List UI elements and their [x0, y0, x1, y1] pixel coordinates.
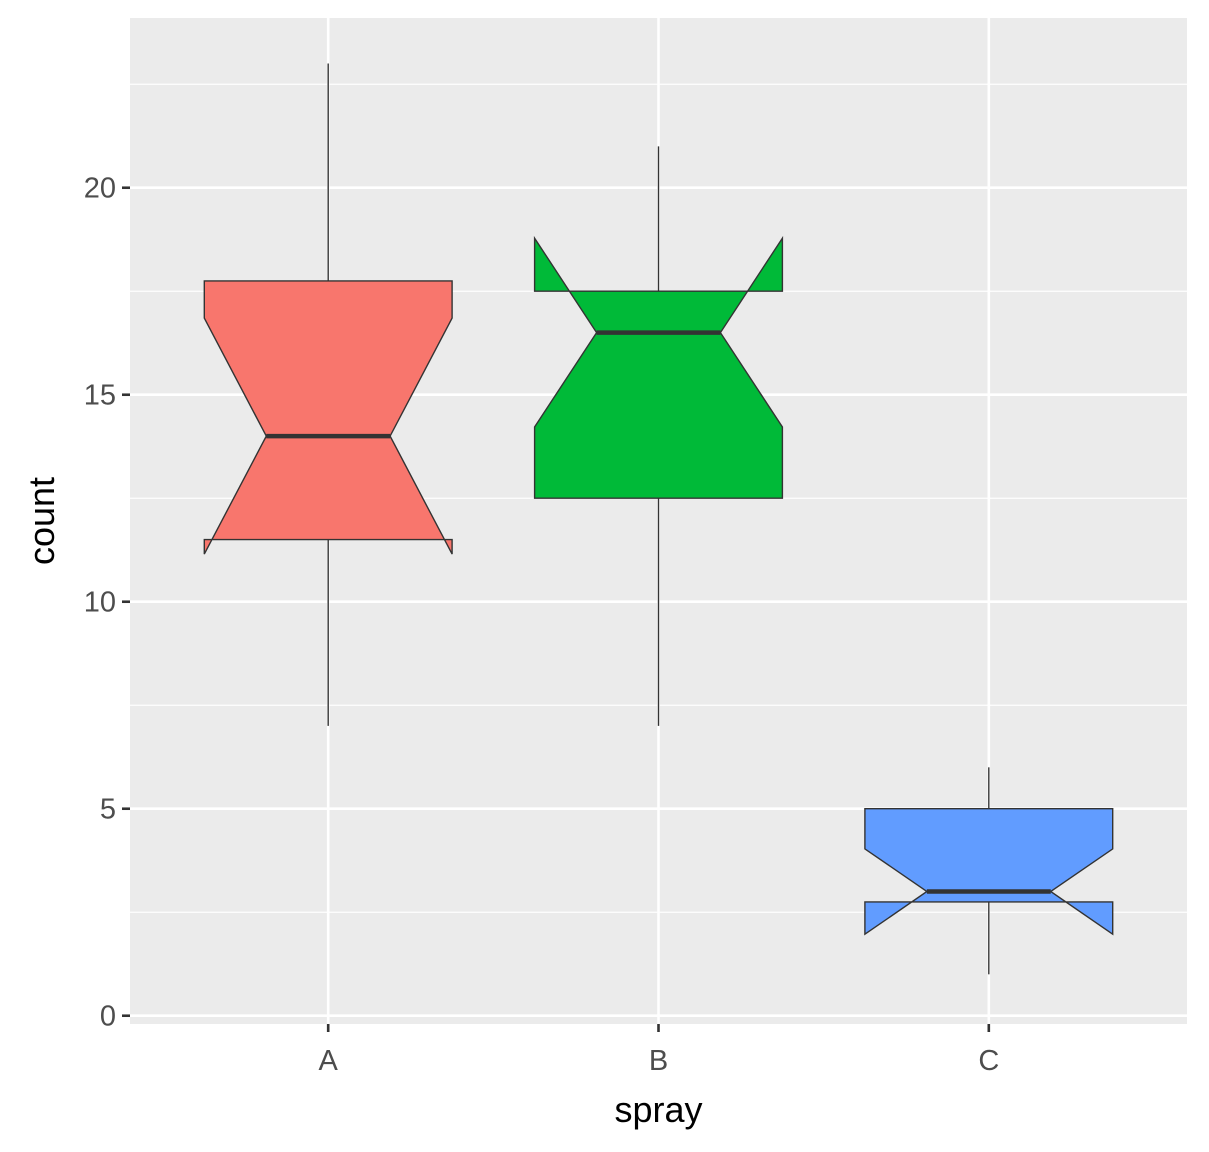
box-A: [203, 280, 453, 555]
box-B: [533, 235, 784, 499]
x-tick-label: A: [319, 1045, 339, 1077]
y-axis-title: count: [21, 477, 62, 565]
y-tick-label: 0: [100, 1001, 116, 1033]
x-tick-label: C: [978, 1045, 999, 1077]
axes: 0 5 10 15 20 A B C: [84, 173, 1000, 1077]
x-tick-label: B: [649, 1045, 668, 1077]
x-axis-title: spray: [614, 1089, 702, 1130]
y-tick-label: 20: [84, 173, 116, 205]
boxplots: [203, 63, 1114, 975]
box-C: [864, 808, 1114, 936]
y-tick-label: 5: [100, 794, 116, 826]
y-tick-label: 15: [84, 380, 116, 412]
y-tick-label: 10: [84, 587, 116, 619]
